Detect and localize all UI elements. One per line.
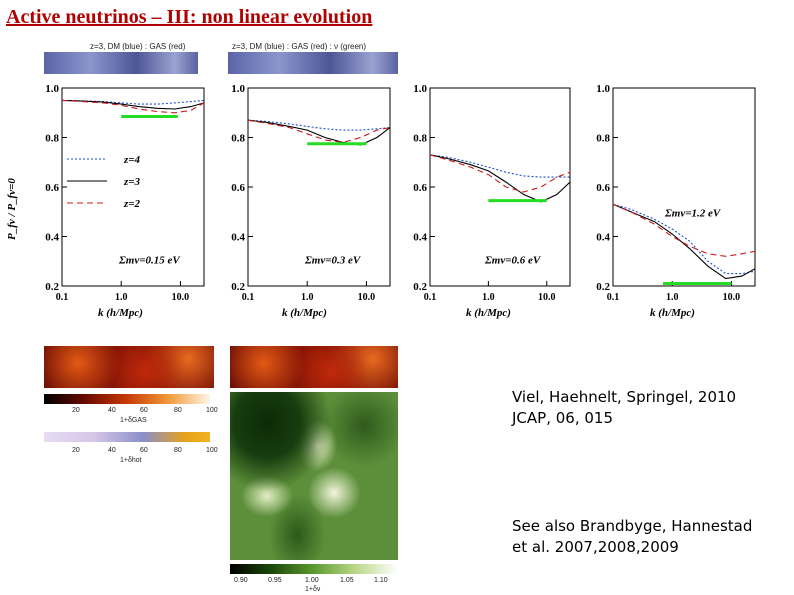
strip-label-2: z=3, DM (blue) : GAS (red) : ν (green) — [232, 42, 367, 51]
chart-svg-4: 1.0 0.8 0.6 0.4 0.20.1 1.0 10.0 Σmν=1.2 eV — [596, 83, 756, 303]
citation-journal: JCAP, 06, 015 — [512, 409, 613, 427]
colorbar-nu-tick-2: 0.95 — [268, 577, 282, 584]
series-line-z3 — [247, 119, 391, 146]
x-tick-label: 10.0 — [723, 292, 741, 303]
x-tick-label: 1.0 — [301, 292, 314, 303]
colorbar-gas-tick-4: 80 — [174, 407, 182, 414]
simulation-strip-dm-gas — [44, 52, 198, 74]
colorbar-hot-tick-5: 100 — [206, 447, 218, 454]
chart-svg-1: 1.0 0.8 0.6 0.4 0.20.1 1.0 10.0 Σmν=0.15 eV z=4 z… — [45, 83, 205, 303]
y-tick-label: 0.4 — [231, 232, 245, 244]
y-tick-label: 0.6 — [45, 182, 59, 194]
neutrino-density-map — [230, 392, 398, 560]
x-tick-label: 1.0 — [482, 292, 495, 303]
x-tick-label: 0.1 — [607, 292, 620, 303]
colorbar-hot-tick-1: 20 — [72, 447, 80, 454]
chart-panel-1: 1.0 0.8 0.6 0.4 0.2 0.1 1.0 10.0 Σmν=0.15 eV z=4 z… — [44, 83, 206, 303]
see-also-block: See also Brandbyge, Hannestad et al. 200… — [512, 516, 752, 558]
x-tick-label: 0.1 — [424, 292, 437, 303]
y-tick-label: 0.2 — [596, 281, 610, 293]
colorbar-gas-label: 1+δGAS — [120, 417, 147, 424]
strip-label-1: z=3, DM (blue) : GAS (red) — [90, 42, 186, 51]
y-tick-label: 1.0 — [231, 83, 245, 95]
colorbar-hot — [44, 432, 210, 442]
x-tick-label: 10.0 — [172, 292, 190, 303]
y-tick-label: 0.8 — [413, 133, 427, 145]
y-tick-label: 0.8 — [596, 133, 610, 145]
x-axis-label-1: k (h/Mpc) — [98, 307, 143, 319]
y-tick-label: 0.6 — [231, 182, 245, 194]
y-axis-label: P_fν / P_fν=0 — [6, 178, 18, 240]
see-also-line-1: See also Brandbyge, Hannestad — [512, 517, 753, 535]
series-line-z3 — [612, 203, 756, 280]
y-tick-label: 0.2 — [231, 281, 245, 293]
hot-density-map — [230, 346, 398, 388]
series-line-z4 — [429, 154, 570, 178]
x-axis-label-2: k (h/Mpc) — [282, 307, 327, 319]
y-tick-label: 1.0 — [45, 83, 59, 95]
x-axis-label-3: k (h/Mpc) — [466, 307, 511, 319]
legend-label: z=3 — [123, 176, 141, 188]
colorbar-nu-tick-1: 0.90 — [234, 577, 248, 584]
x-tick-label: 0.1 — [242, 292, 255, 303]
y-tick-label: 0.8 — [231, 133, 245, 145]
mass-annotation: Σmν=1.2 eV — [664, 208, 722, 220]
series-line-z4 — [612, 203, 756, 275]
colorbar-hot-tick-3: 60 — [140, 447, 148, 454]
y-tick-label: 1.0 — [413, 83, 427, 95]
x-tick-label: 1.0 — [115, 292, 128, 303]
series-line-z3 — [61, 99, 205, 110]
x-axis-label-4: k (h/Mpc) — [650, 307, 695, 319]
colorbar-nu-tick-3: 1.00 — [305, 577, 319, 584]
series-line-z3 — [429, 154, 571, 203]
mass-annotation: Σmν=0.15 eV — [118, 255, 181, 267]
simulation-strip-dm-gas-nu — [228, 52, 398, 74]
y-tick-label: 0.4 — [45, 232, 59, 244]
chart-svg-3: 1.0 0.8 0.6 0.4 0.20.1 1.0 10.0 Σmν=0.6 eV — [413, 83, 571, 303]
colorbar-gas-tick-1: 20 — [72, 407, 80, 414]
see-also-line-2: et al. 2007,2008,2009 — [512, 538, 679, 556]
chart-panel-4: 1.0 0.8 0.6 0.4 0.2 0.1 1.0 10.0 Σmν=1.2 eV — [595, 83, 757, 303]
colorbar-hot-label: 1+δhot — [120, 457, 142, 464]
colorbar-hot-tick-2: 40 — [108, 447, 116, 454]
colorbar-nu-tick-4: 1.05 — [340, 577, 354, 584]
chart-panel-3: 1.0 0.8 0.6 0.4 0.2 0.1 1.0 10.0 Σmν=0.6 eV — [412, 83, 572, 303]
gas-density-map — [44, 346, 214, 388]
colorbar-gas-tick-3: 60 — [140, 407, 148, 414]
colorbar-gas-tick-5: 100 — [206, 407, 218, 414]
x-tick-label: 10.0 — [358, 292, 376, 303]
colorbar-nu-tick-5: 1.10 — [374, 577, 388, 584]
legend-label: z=2 — [123, 198, 141, 210]
colorbar-nu-label: 1+δν — [305, 586, 321, 593]
series-line-z2 — [61, 99, 205, 114]
colorbar-gas-tick-2: 40 — [108, 407, 116, 414]
chart-svg-2: 1.0 0.8 0.6 0.4 0.20.1 1.0 10.0 Σmν=0.3 eV — [231, 83, 391, 303]
x-tick-label: 1.0 — [666, 292, 679, 303]
series-line-z2 — [429, 154, 571, 193]
legend-label: z=4 — [123, 154, 141, 166]
slide-title: Active neutrinos – III: non linear evolu… — [6, 6, 373, 28]
y-tick-label: 1.0 — [596, 83, 610, 95]
y-tick-label: 0.6 — [596, 182, 610, 194]
colorbar-hot-tick-4: 80 — [174, 447, 182, 454]
y-tick-label: 0.4 — [596, 232, 610, 244]
x-tick-label: 0.1 — [56, 292, 69, 303]
mass-annotation: Σmν=0.3 eV — [304, 255, 362, 267]
colorbar-gas — [44, 394, 210, 404]
series-line-z4 — [247, 119, 391, 131]
y-tick-label: 0.4 — [413, 232, 427, 244]
y-tick-label: 0.2 — [413, 281, 427, 293]
y-tick-label: 0.2 — [45, 281, 59, 293]
citation-authors: Viel, Haehnelt, Springel, 2010 — [512, 388, 737, 406]
chart-panel-2: 1.0 0.8 0.6 0.4 0.2 0.1 1.0 10.0 Σmν=0.3 eV — [230, 83, 392, 303]
citation-block: Viel, Haehnelt, Springel, 2010 JCAP, 06,… — [512, 387, 736, 429]
y-tick-label: 0.8 — [45, 133, 59, 145]
y-tick-label: 0.6 — [413, 182, 427, 194]
series-line-z2 — [247, 119, 391, 143]
mass-annotation: Σmν=0.6 eV — [484, 255, 542, 267]
colorbar-neutrino — [230, 564, 398, 574]
x-tick-label: 10.0 — [538, 292, 556, 303]
plot-frame — [612, 87, 756, 287]
